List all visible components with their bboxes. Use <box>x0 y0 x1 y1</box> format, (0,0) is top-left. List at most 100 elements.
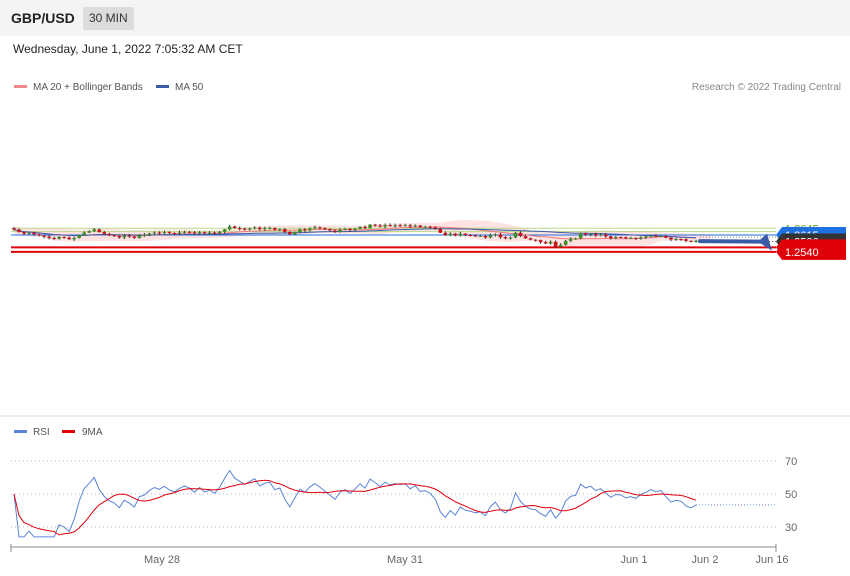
candle-body <box>272 228 277 230</box>
rsi-ma-legend-label: 9MA <box>82 427 103 438</box>
candle <box>197 231 202 235</box>
candle-body <box>217 231 222 234</box>
candle-body <box>42 235 46 237</box>
x-tick-label: May 28 <box>144 554 180 566</box>
candle-body <box>468 235 473 236</box>
candle-body <box>563 240 568 245</box>
candle <box>328 228 332 232</box>
projection-arrow-head <box>758 233 772 251</box>
candle-body <box>583 232 588 235</box>
candle <box>308 227 312 232</box>
candle-body <box>368 224 372 229</box>
candle-body <box>408 225 412 227</box>
candle <box>212 231 217 235</box>
candle-body <box>659 235 663 237</box>
candle-body <box>37 234 41 236</box>
candle <box>453 232 458 237</box>
candle-body <box>303 229 307 231</box>
candle-body <box>513 232 518 238</box>
candle-body <box>222 229 227 232</box>
candle <box>283 228 287 234</box>
candle-body <box>87 231 92 233</box>
candle <box>488 233 493 239</box>
candle <box>62 236 66 239</box>
candle <box>267 226 272 230</box>
candle <box>132 235 137 239</box>
candle-body <box>232 226 237 229</box>
candle <box>202 231 207 235</box>
candle <box>383 223 387 229</box>
candle-body <box>127 235 132 237</box>
rsi-tick-label: 50 <box>785 489 797 501</box>
candle-body <box>644 236 648 238</box>
rsi-ma-line <box>13 479 697 536</box>
candle <box>137 234 142 239</box>
candle-body <box>267 228 272 230</box>
x-axis: May 28 May 31 Jun 1 Jun 2 Jun 16 <box>10 544 789 566</box>
candle-body <box>669 237 673 240</box>
candle-body <box>689 240 693 242</box>
candle <box>17 228 21 233</box>
candle <box>162 230 167 235</box>
candle <box>298 228 302 234</box>
candle <box>257 226 262 231</box>
level-label-support-2: 1.2540 <box>785 247 819 259</box>
candle <box>262 226 267 231</box>
candle-body <box>288 231 292 235</box>
candle-body <box>634 237 638 239</box>
candle-body <box>57 237 61 239</box>
candle-body <box>167 232 172 234</box>
timeframe-badge[interactable]: 30 MIN <box>83 7 134 30</box>
candle <box>403 223 407 227</box>
candle <box>608 235 613 240</box>
candle-body <box>588 233 593 235</box>
candle <box>247 227 252 231</box>
candle-body <box>593 233 598 236</box>
candle-body <box>182 231 187 233</box>
candle-body <box>177 232 182 234</box>
candle <box>508 236 513 240</box>
candle <box>448 232 453 237</box>
candle <box>313 225 317 230</box>
x-tick-label: Jun 2 <box>692 554 719 566</box>
rsi-ma-legend-swatch <box>62 430 75 433</box>
candle <box>593 232 598 238</box>
candle-body <box>498 234 503 238</box>
candle-body <box>413 225 417 227</box>
candle-body <box>388 225 392 227</box>
candle <box>32 231 36 236</box>
rsi-tick-label: 70 <box>785 456 797 468</box>
candle-body <box>333 230 337 232</box>
candle-body <box>343 228 347 230</box>
candle-body <box>473 235 478 237</box>
candle <box>568 237 573 243</box>
candle <box>659 235 663 238</box>
candle-body <box>433 227 438 229</box>
candle-body <box>393 225 397 227</box>
candle <box>458 231 463 237</box>
candle <box>523 234 528 239</box>
candle <box>192 231 197 235</box>
candle <box>97 228 102 233</box>
candle <box>679 238 683 241</box>
candle-body <box>237 228 242 230</box>
candle-body <box>227 226 232 230</box>
candle-body <box>142 234 147 236</box>
candle <box>288 231 292 235</box>
candle <box>318 226 322 230</box>
candle <box>649 234 653 238</box>
candle-body <box>82 232 87 236</box>
candle <box>363 225 367 230</box>
candle <box>533 239 538 242</box>
candle-body <box>684 239 688 241</box>
candle <box>217 230 222 235</box>
candle-body <box>52 237 56 239</box>
candle-body <box>147 233 152 235</box>
candle <box>388 223 392 227</box>
candle-body <box>152 232 157 234</box>
candle <box>413 224 417 228</box>
candle <box>543 240 548 245</box>
ma20-legend-label: MA 20 + Bollinger Bands <box>33 82 143 93</box>
candle <box>433 226 438 230</box>
candle <box>503 236 508 240</box>
